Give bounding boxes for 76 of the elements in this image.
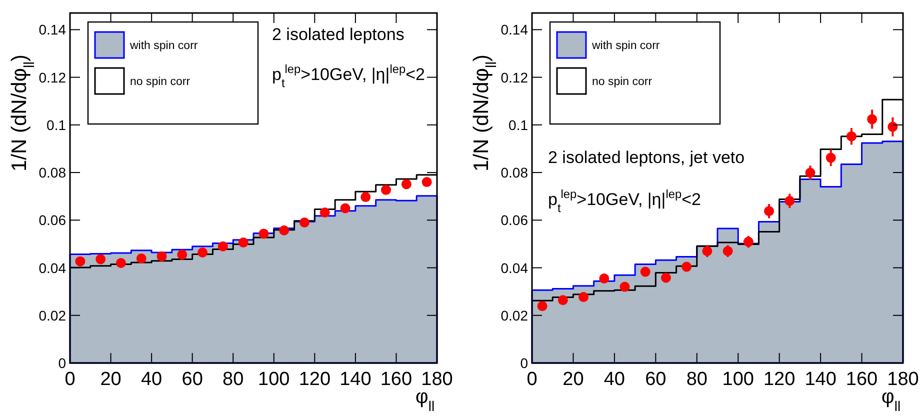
point [743, 236, 754, 247]
point [75, 256, 86, 266]
point [578, 292, 589, 302]
x-tick-label: 60 [645, 369, 666, 390]
point [136, 253, 146, 264]
point [846, 131, 856, 142]
point [722, 246, 733, 256]
point [764, 206, 774, 216]
y-tick-label: 0.14 [500, 22, 528, 38]
point [558, 295, 568, 306]
point [888, 122, 898, 132]
y-tick-label: 0.08 [500, 164, 528, 181]
point [401, 179, 412, 190]
x-tick-label: 140 [804, 369, 836, 390]
point [599, 273, 610, 284]
legend-label: no spin corr [592, 76, 652, 88]
point [198, 248, 208, 258]
y-tick-label: 0.12 [38, 69, 66, 86]
point [702, 246, 712, 256]
point [238, 238, 248, 248]
x-tick-label: 160 [846, 369, 878, 390]
x-tick-label: 120 [763, 369, 796, 390]
point [96, 254, 106, 264]
annotation: 2 isolated leptons [272, 25, 404, 44]
point [156, 251, 167, 262]
point [867, 114, 878, 124]
point [279, 225, 290, 236]
point [826, 152, 836, 163]
point [177, 250, 188, 260]
x-tick-label: 20 [562, 369, 584, 390]
legend-label: with spin corr [129, 40, 198, 52]
y-tick-label: 0 [520, 355, 528, 371]
legend-label: no spin corr [130, 76, 190, 88]
annotation: p$_{t}$$^{lep}$>10GeV, |η|$^{lep}$<2 [548, 187, 701, 215]
point [682, 262, 692, 272]
point [340, 203, 350, 214]
x-tick-label: 140 [340, 369, 372, 390]
x-tick-label: 160 [380, 369, 412, 390]
y-tick-label: 0.14 [38, 22, 66, 38]
point [258, 228, 269, 239]
point [805, 168, 816, 178]
y-tick-label: 0.1 [508, 116, 528, 133]
x-tick-label: 60 [182, 369, 203, 390]
annotation: p$_{t}$$^{lep}$>10GeV, |η|$^{lep}$<2 [272, 62, 425, 90]
y-tick-label: 0.08 [38, 164, 66, 181]
point [381, 184, 392, 195]
y-tick-label: 0.02 [38, 307, 66, 324]
x-tick-label: 100 [258, 369, 290, 390]
x-tick-label: 80 [222, 369, 244, 390]
y-tick-label: 0.06 [500, 212, 528, 228]
point [422, 177, 432, 188]
annotation: 2 isolated leptons, jet veto [548, 148, 745, 167]
point [620, 282, 630, 292]
point [320, 208, 330, 218]
point [116, 258, 126, 268]
point [640, 266, 650, 277]
y-tick-label: 0.04 [500, 260, 528, 276]
x-tick-label: 40 [604, 369, 626, 390]
y-tick-label: 0 [58, 355, 66, 371]
x-tick-label: 40 [140, 369, 162, 390]
x-tick-label: 120 [298, 369, 331, 390]
y-tick-label: 0.1 [46, 116, 66, 133]
point [360, 192, 371, 202]
x-tick-label: 80 [686, 369, 708, 390]
x-tick-label: 20 [100, 369, 122, 390]
point [218, 241, 228, 252]
y-tick-label: 0.12 [500, 69, 528, 86]
x-tick-label: 100 [722, 369, 754, 390]
point [784, 196, 795, 206]
legend-label: with spin corr [591, 40, 660, 52]
y-tick-label: 0.04 [38, 260, 66, 276]
point [537, 301, 548, 312]
point [299, 218, 310, 228]
y-tick-label: 0.06 [38, 212, 66, 228]
y-tick-label: 0.02 [500, 307, 528, 324]
point [660, 272, 671, 283]
